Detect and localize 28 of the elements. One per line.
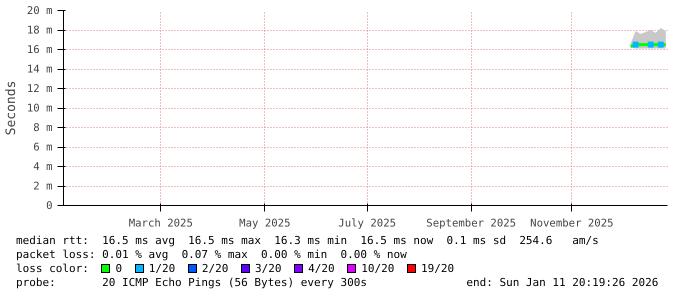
y-tick-label: 12 m xyxy=(26,82,53,95)
y-tick-label: 14 m xyxy=(26,62,53,76)
y-tick-label: 4 m xyxy=(33,160,53,173)
y-tick-label: 0 xyxy=(46,199,53,212)
x-tick-label: March 2025 xyxy=(128,216,193,230)
legend-label: 2/20 xyxy=(202,262,228,275)
y-tick-label: 10 m xyxy=(26,102,53,114)
x-tick-label: November 2025 xyxy=(530,216,614,230)
y-tick-label: 8 m xyxy=(33,121,53,134)
y-axis-title: Seconds xyxy=(4,80,19,136)
x-tick-label: July 2025 xyxy=(338,216,396,230)
text: packet loss: 0.01 % avg 0.07 % max 0.00 % min 0.00 % now xyxy=(15,248,407,262)
legend-label: 4/20 xyxy=(308,262,335,275)
text: median rtt: 16.5 ms avg 16.5 ms max 16.3 ms min 16.5 ms now 0.1 ms sd 254.6 am/s xyxy=(15,234,599,248)
y-tick-label: 18 m xyxy=(26,24,53,36)
x-tick-label: September 2025 xyxy=(426,216,516,230)
legend-title: loss color: xyxy=(16,262,89,275)
y-tick-label: 6 m xyxy=(33,140,53,154)
y-tick-label: 2 m xyxy=(33,180,53,192)
legend-label: 3/20 xyxy=(254,262,282,275)
x-tick-label: May 2025 xyxy=(239,216,290,230)
y-tick-label: 20 m xyxy=(26,4,53,17)
legend-label: 0 xyxy=(115,262,122,275)
legend-label: 10/20 xyxy=(361,262,394,275)
legend-label: 1/20 xyxy=(148,262,176,275)
text: probe: 20 ICMP Echo Pings (56 Bytes) every 300s end: Sun Jan 11 20:19:26 2026 xyxy=(15,276,658,290)
legend-label: 19/20 xyxy=(420,262,454,275)
y-tick-label: 16 m xyxy=(26,43,53,56)
